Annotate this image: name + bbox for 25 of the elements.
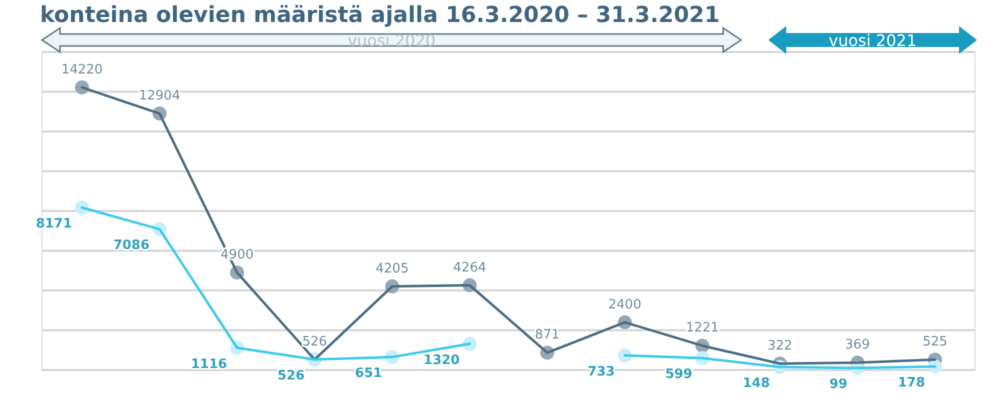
data-label: 526 — [302, 334, 328, 350]
data-label: 733 — [588, 364, 615, 380]
text: vuosi 2021 — [828, 31, 917, 50]
text: vuosi 2020 — [348, 31, 436, 50]
data-label: 148 — [742, 376, 770, 392]
data-label: 599 — [665, 367, 692, 382]
data-label: 4205 — [376, 261, 409, 276]
data-label: 369 — [845, 338, 870, 353]
data-label: 1116 — [190, 356, 228, 372]
data-label: 8171 — [36, 216, 72, 232]
data-label: 1320 — [424, 352, 460, 368]
data-label: 4264 — [453, 260, 486, 276]
data-label: 651 — [355, 366, 382, 382]
data-label: 14220 — [61, 62, 103, 78]
data-label: 2400 — [608, 297, 642, 312]
data-label: 526 — [277, 368, 305, 384]
data-label: 871 — [534, 328, 560, 343]
data-label: 7086 — [113, 238, 150, 254]
data-label: 99 — [829, 377, 848, 392]
data-label: 178 — [898, 375, 925, 390]
data-label: 12904 — [138, 88, 180, 104]
data-label: 1221 — [686, 320, 719, 336]
chart-title: konteina olevien määristä ajalla 16.3.2020 – 31.3.2021 — [40, 3, 720, 28]
data-label: 525 — [922, 334, 948, 350]
data-label: 322 — [767, 338, 792, 354]
